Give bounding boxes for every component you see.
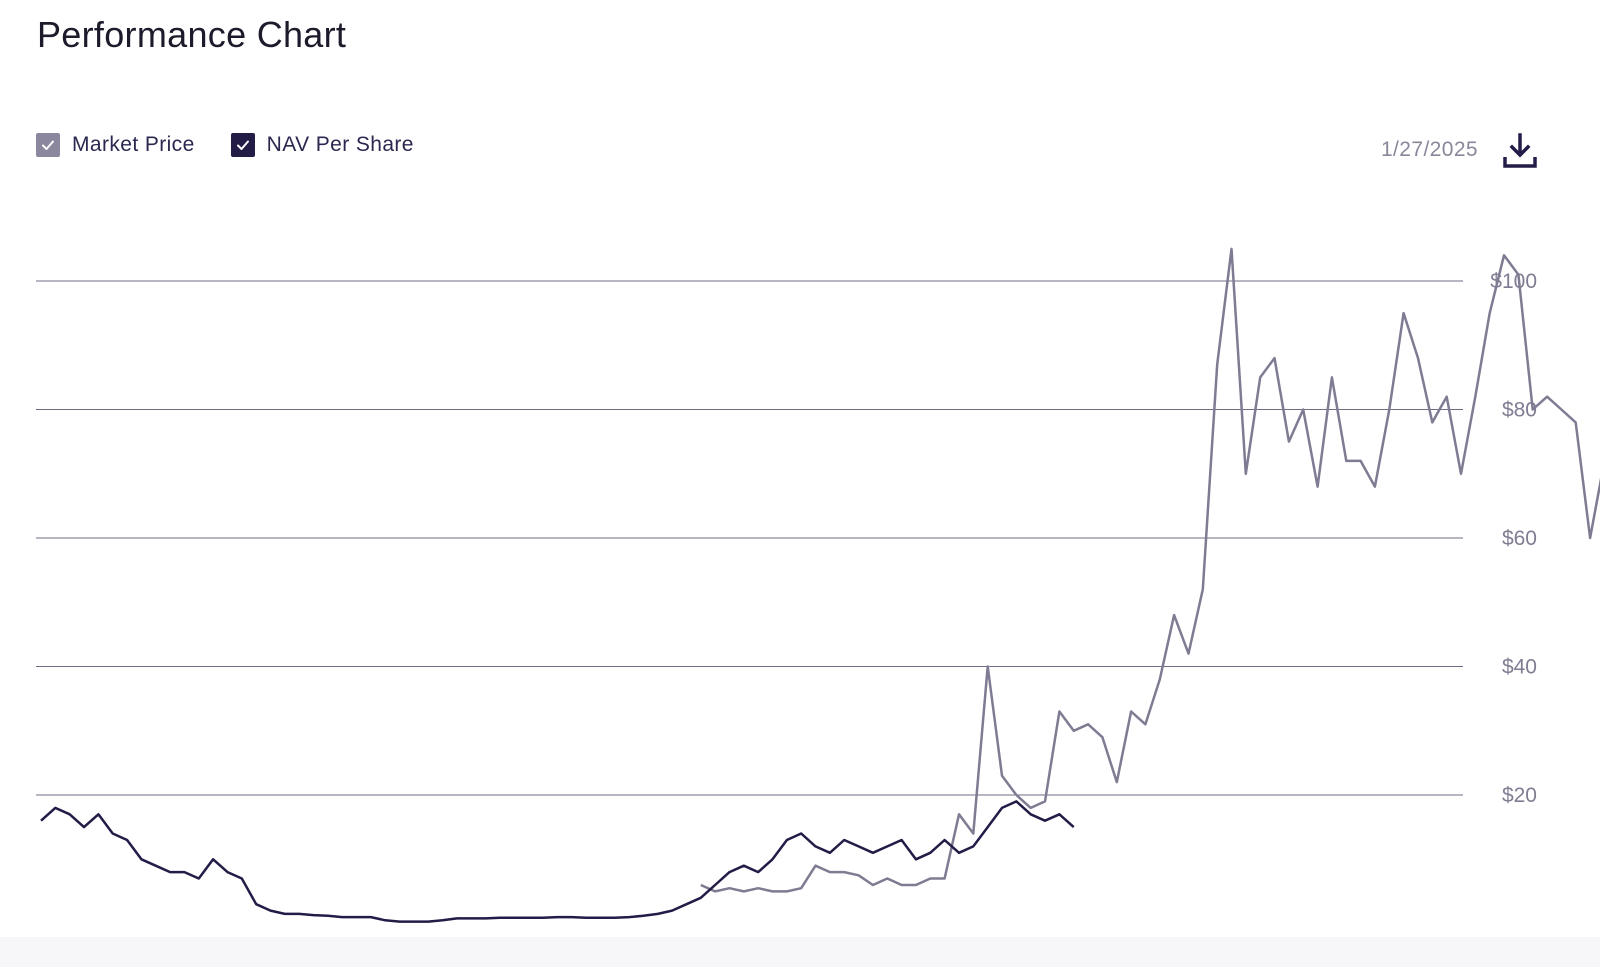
y-tick-label-60: $60 (1502, 527, 1537, 550)
y-tick-label-80: $80 (1502, 399, 1537, 422)
y-tick-label-40: $40 (1502, 656, 1537, 679)
footer-band (0, 937, 1600, 967)
legend-label-nav-per-share: NAV Per Share (266, 133, 414, 156)
download-button[interactable] (1502, 132, 1538, 170)
series-layer (40, 247, 1600, 923)
nav-per-share-checkbox[interactable] (230, 133, 255, 157)
legend-label-market-price: Market Price (72, 133, 195, 156)
check-icon (236, 140, 249, 150)
legend-item-market-price[interactable]: Market Price (36, 133, 195, 157)
series-line-market-price (700, 247, 1600, 893)
download-icon (1503, 133, 1537, 168)
page-title: Performance Chart (37, 14, 347, 55)
chart-date: 1/27/2025 (1380, 138, 1478, 161)
check-icon (42, 140, 54, 150)
chart-legend: Market Price NAV Per Share (36, 133, 414, 157)
series-line-nav-per-share (40, 800, 1075, 923)
legend-item-nav-per-share[interactable]: NAV Per Share (230, 133, 414, 157)
market-price-checkbox[interactable] (36, 133, 60, 157)
y-axis-labels: $20 $40 $60 $80 $100 (1490, 270, 1537, 807)
y-tick-label-20: $20 (1502, 784, 1537, 807)
y-tick-label-100: $100 (1490, 270, 1537, 293)
grid-lines (36, 280, 1463, 796)
